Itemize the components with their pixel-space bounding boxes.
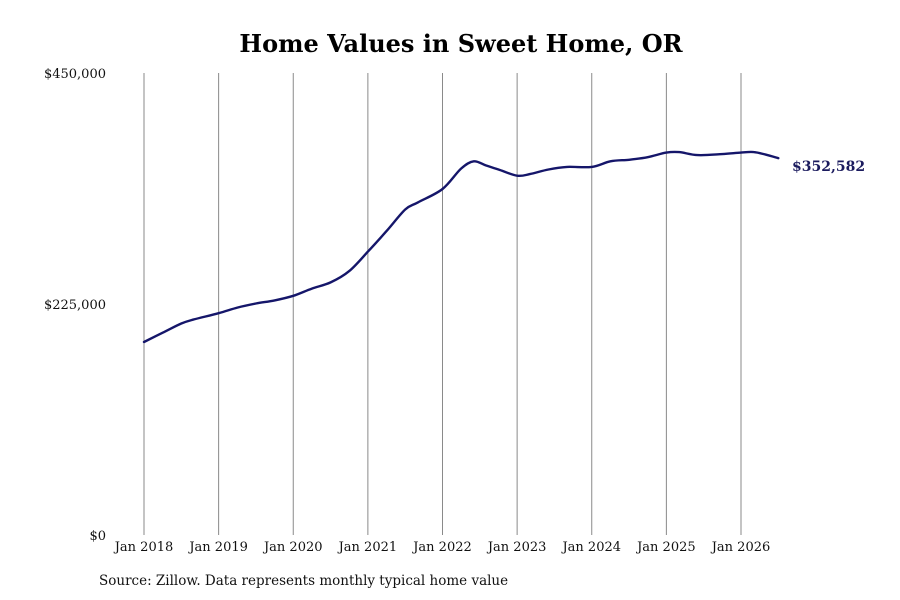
x-tick-label: Jan 2025 — [635, 540, 696, 555]
x-tick-label: Jan 2020 — [262, 540, 323, 555]
x-axis-tick-labels: Jan 2018 Jan 2019 Jan 2020 Jan 2021 Jan 2022… — [113, 540, 771, 555]
y-tick-label: $450,000 — [44, 67, 106, 82]
latest-value-label: $352,582 — [792, 159, 865, 175]
home-value-line — [142, 150, 780, 344]
y-axis-tick-labels: $0 $225,000 $450,000 — [44, 67, 106, 544]
x-tick-label: Jan 2023 — [486, 540, 547, 555]
source-note: Source: Zillow. Data represents monthly … — [99, 573, 509, 589]
vertical-grid-lines — [143, 73, 742, 535]
x-tick-label: Jan 2019 — [187, 540, 248, 555]
x-tick-label: Jan 2018 — [113, 540, 174, 555]
x-tick-label: Jan 2022 — [411, 540, 472, 555]
chart-title: Home Values in Sweet Home, OR — [239, 29, 683, 58]
y-tick-label: $0 — [89, 529, 106, 544]
y-tick-label: $225,000 — [44, 298, 106, 313]
x-tick-label: Jan 2024 — [560, 540, 621, 555]
x-tick-label: Jan 2026 — [710, 540, 771, 555]
x-tick-label: Jan 2021 — [337, 540, 398, 555]
